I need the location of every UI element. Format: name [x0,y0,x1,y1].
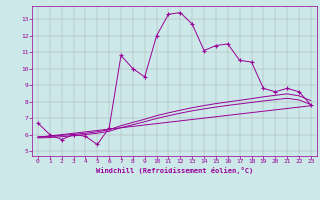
X-axis label: Windchill (Refroidissement éolien,°C): Windchill (Refroidissement éolien,°C) [96,167,253,174]
